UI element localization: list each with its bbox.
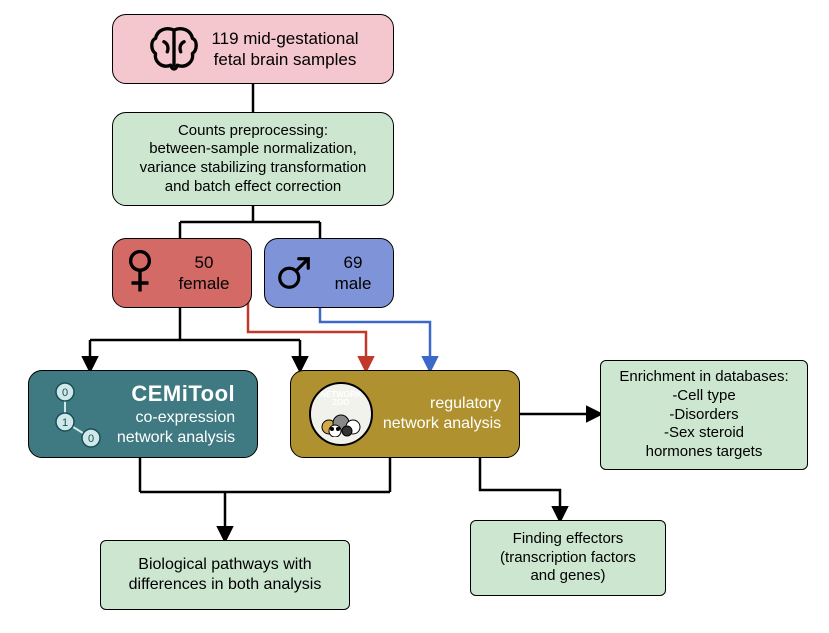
female-icon: [123, 249, 157, 297]
node-preprocess-label: Counts preprocessing:between-sample norm…: [140, 122, 367, 197]
connectors-layer: [0, 0, 829, 633]
node-enrichment: Enrichment in databases:-Cell type-Disor…: [600, 360, 808, 470]
connector: [320, 308, 430, 370]
node-preprocess: Counts preprocessing:between-sample norm…: [112, 112, 394, 206]
brain-icon: [147, 25, 201, 74]
node-regulatory: NETWORK ZOO regulatorynetwork analysis: [290, 370, 520, 458]
node-samples-label: 119 mid-gestationalfetal brain samples: [211, 28, 358, 71]
node-effectors: Finding effectors(transcription factorsa…: [470, 520, 666, 596]
netzoo-icon: NETWORK ZOO: [309, 382, 373, 446]
node-male-label: 69 male: [323, 252, 383, 295]
svg-text:0: 0: [88, 433, 94, 445]
cemitool-title: CEMiTool: [117, 380, 235, 408]
node-effectors-label: Finding effectors(transcription factorsa…: [500, 530, 636, 586]
node-cemitool: 0 1 0 CEMiTool co-expressionnetwork anal…: [28, 370, 258, 458]
regulatory-label: regulatorynetwork analysis: [383, 394, 501, 434]
node-pathways: Biological pathways withdifferences in b…: [100, 540, 350, 610]
connector: [480, 458, 560, 520]
node-enrichment-label: Enrichment in databases:-Cell type-Disor…: [619, 368, 788, 462]
node-female: 50 female: [112, 238, 252, 308]
svg-text:1: 1: [62, 417, 68, 429]
male-icon: [275, 254, 313, 292]
graph-icon: 0 1 0: [51, 378, 107, 450]
flowchart-canvas: 119 mid-gestationalfetal brain samples C…: [0, 0, 829, 633]
node-pathways-label: Biological pathways withdifferences in b…: [129, 555, 322, 595]
svg-text:0: 0: [62, 387, 68, 399]
node-samples: 119 mid-gestationalfetal brain samples: [112, 14, 394, 84]
cemitool-subtitle: co-expressionnetwork analysis: [117, 408, 235, 448]
node-male: 69 male: [264, 238, 394, 308]
node-female-label: 50 female: [167, 252, 241, 295]
